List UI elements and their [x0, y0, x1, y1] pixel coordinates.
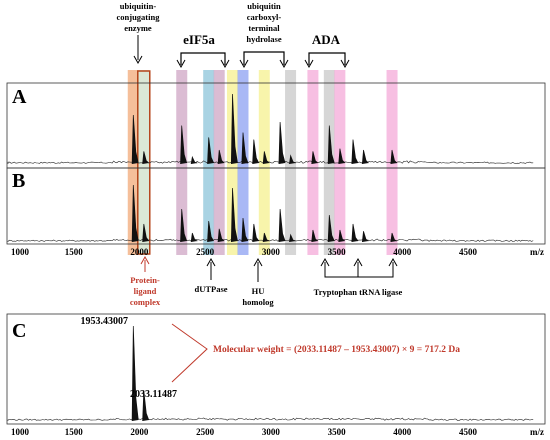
ubiquitin-hydro-line4: hydrolase [246, 34, 281, 44]
x-tick-bottom-3500: 3500 [328, 427, 347, 437]
trna-label: Tryptophan tRNA ligase [314, 287, 403, 297]
trna-ligase-annotation: Tryptophan tRNA ligase [314, 257, 403, 297]
peak-B-16 [361, 231, 369, 243]
x-tick-bottom-4500: 4500 [459, 427, 478, 437]
ubiquitin-conj-line1: ubiquitin- [120, 1, 157, 11]
x-tick-bottom-3000: 3000 [262, 427, 281, 437]
peak-B-5 [217, 228, 225, 243]
peak-B-9 [262, 232, 270, 243]
mw-annotation: Molecular weight = (2033.11487 – 1953.43… [171, 323, 460, 383]
peak-A-11 [289, 154, 296, 165]
x-ticks-bottom: 1000 1500 2000 2500 3000 3500 4000 4500 [11, 427, 478, 437]
panel-letter-c: C [12, 320, 26, 342]
molecular-weight-text: Molecular weight = (2033.11487 – 1953.43… [213, 344, 460, 355]
hu-line2: homolog [242, 297, 274, 307]
peak-A-0 [131, 114, 139, 165]
protein-ligand-line3: complex [130, 297, 161, 307]
x-tick-top-3000: 3000 [262, 247, 281, 257]
x-tick-bottom-1000: 1000 [11, 427, 30, 437]
peak-C-0 [131, 325, 139, 422]
peak-A-17 [390, 149, 398, 165]
peak-B-8 [252, 223, 260, 243]
x-tick-bottom-4000: 4000 [393, 427, 412, 437]
x-tick-top-2500: 2500 [196, 247, 215, 257]
ada-label: ADA [312, 32, 341, 47]
ubiquitin-hydro-line2: carboxyl- [247, 12, 282, 22]
peak-B-6 [230, 187, 238, 243]
peak-A-16 [361, 149, 369, 165]
panel-c-frame [6, 313, 546, 425]
peak-A-1 [142, 151, 150, 165]
panel-letter-b: B [12, 170, 25, 192]
x-axis-label-bottom: m/z [530, 427, 544, 437]
panel-a-frame [6, 82, 546, 169]
panel-letter-a: A [12, 86, 27, 108]
ada-annotation: ADA [304, 32, 350, 69]
ubiquitin-hydro-line3: terminal [248, 23, 280, 33]
x-tick-top-4500: 4500 [459, 247, 478, 257]
peak-A-12 [311, 151, 319, 165]
peak-A-13 [327, 125, 335, 165]
spectra-traces [7, 93, 534, 422]
peak-B-0 [131, 184, 139, 243]
peak-A-14 [338, 148, 346, 165]
peak-A-7 [241, 132, 249, 165]
peak-label-1953: 1953.43007 [81, 316, 129, 327]
x-tick-top-1500: 1500 [65, 247, 84, 257]
x-tick-bottom-2500: 2500 [196, 427, 215, 437]
panel-b-frame [6, 167, 546, 245]
peak-B-14 [338, 229, 346, 243]
peak-A-5 [217, 149, 225, 165]
peak-A-10 [278, 121, 286, 165]
peak-A-8 [252, 139, 260, 165]
protein-ligand-line1: Protein- [130, 275, 160, 285]
peak-C-1 [142, 390, 150, 422]
peak-B-1 [142, 223, 150, 243]
ubiquitin-hydro-line1: ubiquitin [247, 1, 281, 11]
x-tick-bottom-1500: 1500 [65, 427, 84, 437]
ubiquitin-conjugating-annotation: ubiquitin- conjugating enzyme [117, 1, 161, 65]
eif5a-label: eIF5a [183, 32, 215, 47]
ubiquitin-conj-line2: conjugating [117, 12, 161, 22]
peak-A-4 [207, 137, 215, 165]
x-tick-top-2000: 2000 [130, 247, 149, 257]
x-tick-bottom-2000: 2000 [130, 427, 149, 437]
ubiquitin-conj-line3: enzyme [124, 23, 152, 33]
baseline-A [7, 160, 534, 164]
peak-B-3 [190, 232, 198, 243]
eif5a-annotation: eIF5a [176, 32, 230, 69]
peak-label-2033: 2033.11487 [130, 389, 177, 400]
x-tick-top-4000: 4000 [393, 247, 412, 257]
peak-B-15 [351, 223, 359, 243]
x-tick-top-1000: 1000 [11, 247, 30, 257]
peak-B-13 [327, 214, 335, 243]
baseline-B [7, 238, 534, 242]
dutpase-annotation: dUTPase [194, 257, 228, 294]
protein-ligand-annotation: Protein- ligand complex [130, 255, 161, 307]
hu-homolog-annotation: HU homolog [242, 257, 274, 307]
dutpase-label: dUTPase [194, 284, 227, 294]
peak-A-6 [230, 93, 238, 165]
x-tick-top-3500: 3500 [328, 247, 347, 257]
ubiquitin-hydrolase-annotation: ubiquitin carboxyl- terminal hydrolase [239, 1, 289, 69]
peak-B-2 [180, 208, 188, 243]
peak-B-17 [390, 232, 398, 243]
baseline-C [7, 417, 534, 421]
peak-B-12 [311, 229, 319, 243]
x-ticks-top: 1000 1500 2000 2500 3000 3500 4000 4500 [11, 247, 478, 257]
peak-A-15 [351, 139, 359, 165]
peak-A-9 [262, 151, 270, 165]
protein-ligand-line2: ligand [134, 286, 157, 296]
peak-B-10 [278, 208, 286, 243]
peak-B-7 [241, 217, 249, 243]
peak-A-2 [180, 125, 188, 165]
peak-B-11 [289, 233, 296, 243]
hu-line1: HU [252, 286, 265, 296]
peak-A-3 [190, 155, 198, 165]
peak-B-4 [207, 220, 215, 243]
x-axis-label-top: m/z [530, 247, 544, 257]
